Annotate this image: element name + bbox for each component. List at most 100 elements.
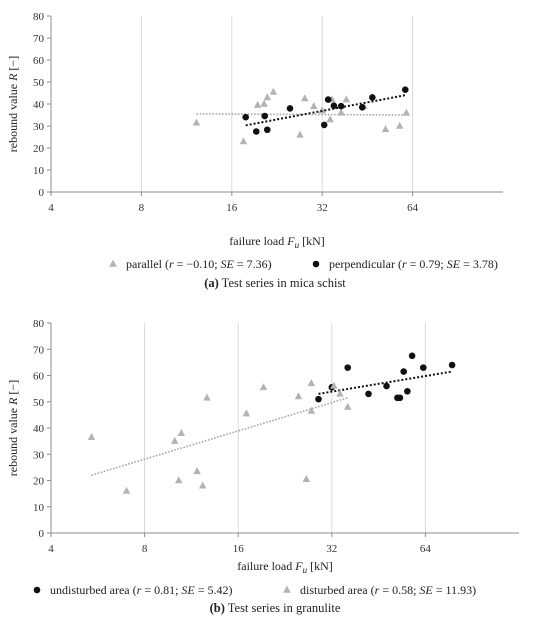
x-tick-label: 32 <box>317 202 328 214</box>
caption-label: (b) <box>210 601 225 615</box>
x-tick-label: 8 <box>142 543 148 555</box>
data-point <box>337 102 345 110</box>
y-tick-label: 80 <box>33 11 45 23</box>
data-point <box>401 86 409 93</box>
panel-caption: (a) Test series in mica schist <box>204 276 346 290</box>
y-tick-label: 20 <box>33 143 45 155</box>
y-tick-label: 70 <box>33 344 45 356</box>
legend-series-name: undisturbed area <box>50 583 130 597</box>
x-tick-label: 64 <box>407 202 419 214</box>
x-tick-label: 64 <box>420 543 432 555</box>
y-axis-label-symbol: R <box>6 397 20 406</box>
series-2 <box>242 86 409 135</box>
data-point <box>336 389 344 397</box>
legend-marker <box>312 260 320 268</box>
data-point <box>193 467 201 475</box>
y-tick-label: 0 <box>39 187 45 199</box>
data-point <box>396 121 404 129</box>
y-axis-label: rebound value R [−] <box>6 380 20 476</box>
legend-label: parallel (r = −0.10; SE = 7.36) <box>126 257 272 271</box>
data-point <box>294 392 303 400</box>
data-point <box>344 364 352 371</box>
x-axis-label-text: failure load <box>237 559 295 573</box>
x-tick-label: 8 <box>139 202 145 214</box>
trend-line <box>91 397 348 477</box>
y-tick-label: 60 <box>33 371 45 383</box>
data-point <box>369 94 376 101</box>
legend-marker <box>33 586 41 594</box>
legend-label: perpendicular (r = 0.79; SE = 3.78) <box>329 257 498 271</box>
data-point <box>326 115 334 123</box>
caption-label: (a) <box>204 276 219 290</box>
x-axis-label-subscript: u <box>295 240 300 250</box>
y-tick-label: 70 <box>33 33 45 45</box>
data-point <box>337 108 345 116</box>
legend-r-value: = 0.58; <box>379 583 419 597</box>
data-point <box>402 108 411 116</box>
data-point <box>239 137 248 145</box>
legend-r-symbol: r <box>375 583 380 597</box>
data-point <box>396 394 404 402</box>
data-point <box>286 105 294 112</box>
data-point <box>315 395 322 403</box>
y-axis-label-unit: [−] <box>6 56 20 74</box>
data-point <box>320 121 328 129</box>
x-axis-label-unit: [kN] <box>299 234 325 248</box>
y-tick-label: 50 <box>33 77 45 89</box>
data-point <box>310 102 318 109</box>
legend-r-value: = 0.81; <box>141 583 181 597</box>
data-point <box>330 102 338 110</box>
legend-r-symbol: r <box>169 257 174 271</box>
trend-line <box>318 370 453 395</box>
data-point <box>177 429 186 437</box>
legend-marker <box>109 259 117 267</box>
y-tick-label: 40 <box>33 423 45 435</box>
data-point <box>203 393 211 401</box>
y-tick-label: 60 <box>33 55 45 67</box>
trend-line <box>245 94 406 127</box>
legend-label: undisturbed area (r = 0.81; SE = 5.42) <box>50 583 233 597</box>
y-tick-label: 10 <box>33 165 45 177</box>
x-tick-label: 16 <box>233 543 245 555</box>
data-point <box>263 93 272 101</box>
legend-se-value: = 5.42) <box>195 583 233 597</box>
y-axis-label-text: rebound value <box>6 405 20 476</box>
data-point <box>408 352 416 360</box>
x-axis-label-subscript: u <box>303 565 308 575</box>
series-1 <box>192 87 411 145</box>
data-point <box>301 94 309 102</box>
legend-se-symbol: SE <box>181 583 195 597</box>
data-point <box>342 95 351 103</box>
series-2 <box>87 379 352 494</box>
legend-r-value: = 0.79; <box>407 257 447 271</box>
data-point <box>170 436 179 444</box>
data-point <box>261 112 269 120</box>
data-point <box>330 381 338 389</box>
y-tick-label: 0 <box>39 528 45 540</box>
data-point <box>419 364 427 371</box>
x-tick-label: 4 <box>48 202 54 214</box>
legend-se-value: = 3.78) <box>460 257 498 271</box>
legend-marker <box>283 585 291 593</box>
x-axis-label: failure load Fu [kN] <box>237 559 333 575</box>
caption-text: Test series in mica schist <box>219 276 347 290</box>
data-point <box>174 476 183 484</box>
y-axis-label-text: rebound value <box>6 81 20 152</box>
data-point <box>448 361 456 369</box>
legend-stats-open: ( <box>130 583 137 597</box>
y-axis-label: rebound value R [−] <box>6 56 20 152</box>
data-point <box>302 474 311 482</box>
legend-series-name: disturbed area <box>300 583 368 597</box>
y-tick-label: 50 <box>33 397 45 409</box>
data-point <box>400 368 408 375</box>
data-point <box>269 87 278 95</box>
y-tick-label: 80 <box>33 318 45 330</box>
data-point <box>87 432 96 440</box>
y-tick-label: 40 <box>33 99 45 111</box>
x-axis-label: failure load Fu [kN] <box>229 234 325 250</box>
y-tick-label: 20 <box>33 476 45 488</box>
x-tick-label: 4 <box>48 543 54 555</box>
